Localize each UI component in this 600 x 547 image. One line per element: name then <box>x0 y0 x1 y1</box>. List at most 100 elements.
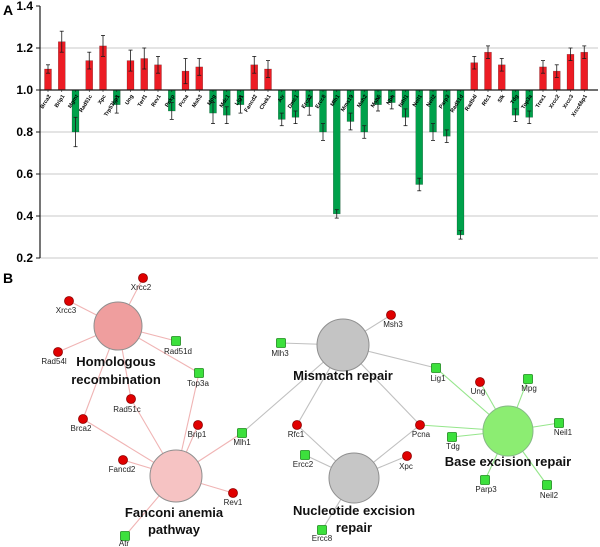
gene-node-up-brip1 <box>193 420 203 430</box>
x-label-Rev1: Rev1 <box>151 94 163 108</box>
gene-label-neil1: Neil1 <box>554 428 573 437</box>
gene-node-up-ung <box>475 377 485 387</box>
x-label-Rfc1: Rfc1 <box>481 94 492 107</box>
gene-label-fancd2: Fancd2 <box>109 465 136 474</box>
gene-label-xrcc2: Xrcc2 <box>131 283 152 292</box>
gene-label-msh3: Msh3 <box>383 320 403 329</box>
x-label-Chek1: Chek1 <box>259 94 273 111</box>
gene-label-lig1: Lig1 <box>430 374 446 383</box>
y-tick-label: 0.6 <box>16 167 33 181</box>
pathway-hub-ner <box>328 452 380 504</box>
gene-label-atr: Atr <box>119 539 130 547</box>
pathway-hub-mmr <box>316 318 370 372</box>
gene-node-up-rfc1 <box>292 420 302 430</box>
pathway-label-ner: Nucleotide excision <box>293 503 415 518</box>
gene-label-ercc2: Ercc2 <box>293 460 314 469</box>
gene-node-up-rev1 <box>228 488 238 498</box>
y-tick-label: 0.4 <box>16 209 33 223</box>
x-label-Brca2: Brca2 <box>40 94 53 110</box>
gene-node-down-mlh3 <box>276 338 286 348</box>
y-tick-label: 1.0 <box>16 83 33 97</box>
panel-a-letter: A <box>3 2 14 18</box>
pathway-label-hr: Homologous <box>76 354 155 369</box>
y-tick-label: 1.2 <box>16 41 33 55</box>
x-label-Rad51c: Rad51c <box>78 94 93 114</box>
x-label-Pcna: Pcna <box>178 93 191 108</box>
gene-label-rev1: Rev1 <box>224 498 243 507</box>
bar-Mlh1 <box>333 89 341 215</box>
gene-label-rad54l: Rad54l <box>41 357 67 366</box>
gene-label-parp3: Parp3 <box>475 485 497 494</box>
pathway-label-ber: Base excision repair <box>445 454 571 469</box>
x-label-Mpg: Mpg <box>207 94 218 107</box>
gene-label-rad51c: Rad51c <box>113 405 141 414</box>
gene-node-down-neil2 <box>542 480 552 490</box>
x-label-Slk: Slk <box>497 93 507 104</box>
x-label-Xrcc2: Xrcc2 <box>548 94 561 110</box>
gene-label-mlh3: Mlh3 <box>271 349 289 358</box>
gene-node-down-mpg <box>523 374 533 384</box>
pathway-label-fa: Fanconi anemia <box>125 505 224 520</box>
gene-label-mlh1: Mlh1 <box>233 438 251 447</box>
pathway-label-fa: pathway <box>148 522 201 537</box>
gene-node-up-xpc <box>402 451 412 461</box>
pathway-hub-hr <box>93 301 143 351</box>
x-label-Mlh1: Mlh1 <box>330 94 342 108</box>
gene-node-down-lig1 <box>431 363 441 373</box>
pathway-hub-fa <box>149 449 203 503</box>
gene-node-up-xrcc2 <box>138 273 148 283</box>
y-tick-label: 1.4 <box>16 0 33 13</box>
x-label-Lig1: Lig1 <box>234 94 245 107</box>
gene-label-top3a: Top3a <box>187 379 209 388</box>
x-label-Xrcc3: Xrcc3 <box>562 94 575 110</box>
gene-label-brca2: Brca2 <box>71 424 92 433</box>
gene-label-pcna: Pcna <box>412 430 431 439</box>
pathway-label-ner: repair <box>336 520 372 535</box>
gene-node-down-ercc8 <box>317 525 327 535</box>
x-label-Tdg: Tdg <box>510 94 520 106</box>
gene-label-brip1: Brip1 <box>188 430 207 439</box>
x-label-Ung: Ung <box>124 94 135 106</box>
panel-b-letter: B <box>3 270 14 286</box>
gene-node-down-mlh1 <box>237 428 247 438</box>
pathway-label-mmr: Mismatch repair <box>293 368 393 383</box>
gene-label-mpg: Mpg <box>521 384 537 393</box>
x-label-Xpc: Xpc <box>97 94 107 106</box>
gene-node-down-ercc2 <box>300 450 310 460</box>
panel-b-pathway-network: Homologous recombination Fanconi anemia pat… <box>41 273 573 547</box>
bar-Rad51d <box>456 89 465 236</box>
gene-label-ung: Ung <box>471 387 486 396</box>
gene-node-up-rad54l <box>53 347 63 357</box>
gene-node-up-pcna <box>415 420 425 430</box>
gene-label-tdg: Tdg <box>446 442 460 451</box>
x-label-Rad54l: Rad54l <box>464 93 479 112</box>
gene-label-rfc1: Rfc1 <box>288 430 305 439</box>
x-label-Brip1: Brip1 <box>54 94 67 109</box>
x-label-Fancd2: Fancd2 <box>244 94 259 114</box>
x-label-Msh3: Msh3 <box>191 94 204 109</box>
gene-node-up-xrcc3 <box>64 296 74 306</box>
gene-node-down-parp3 <box>480 475 490 485</box>
y-tick-label: 0.2 <box>16 251 33 265</box>
gene-node-down-top3a <box>194 368 204 378</box>
x-label-Terf1: Terf1 <box>137 94 149 108</box>
gene-label-ercc8: Ercc8 <box>312 534 333 543</box>
pathway-label-hr: recombination <box>71 372 161 387</box>
gene-node-up-rad51c <box>126 394 136 404</box>
gene-label-neil2: Neil2 <box>540 491 559 500</box>
y-tick-label: 0.8 <box>16 125 33 139</box>
gene-node-down-tdg <box>447 432 457 442</box>
gene-label-xpc: Xpc <box>399 462 413 471</box>
gene-node-up-brca2 <box>78 414 88 424</box>
x-label-Trex1: Trex1 <box>535 94 548 109</box>
gene-label-rad51d: Rad51d <box>164 347 192 356</box>
gene-node-up-fancd2 <box>118 455 128 465</box>
gene-node-down-atr <box>120 531 130 541</box>
pathway-hub-ber <box>482 405 534 457</box>
gene-node-down-rad51d <box>171 336 181 346</box>
x-label-Nbn: Nbn <box>386 93 397 106</box>
gene-node-up-msh3 <box>386 310 396 320</box>
gene-node-down-neil1 <box>554 418 564 428</box>
